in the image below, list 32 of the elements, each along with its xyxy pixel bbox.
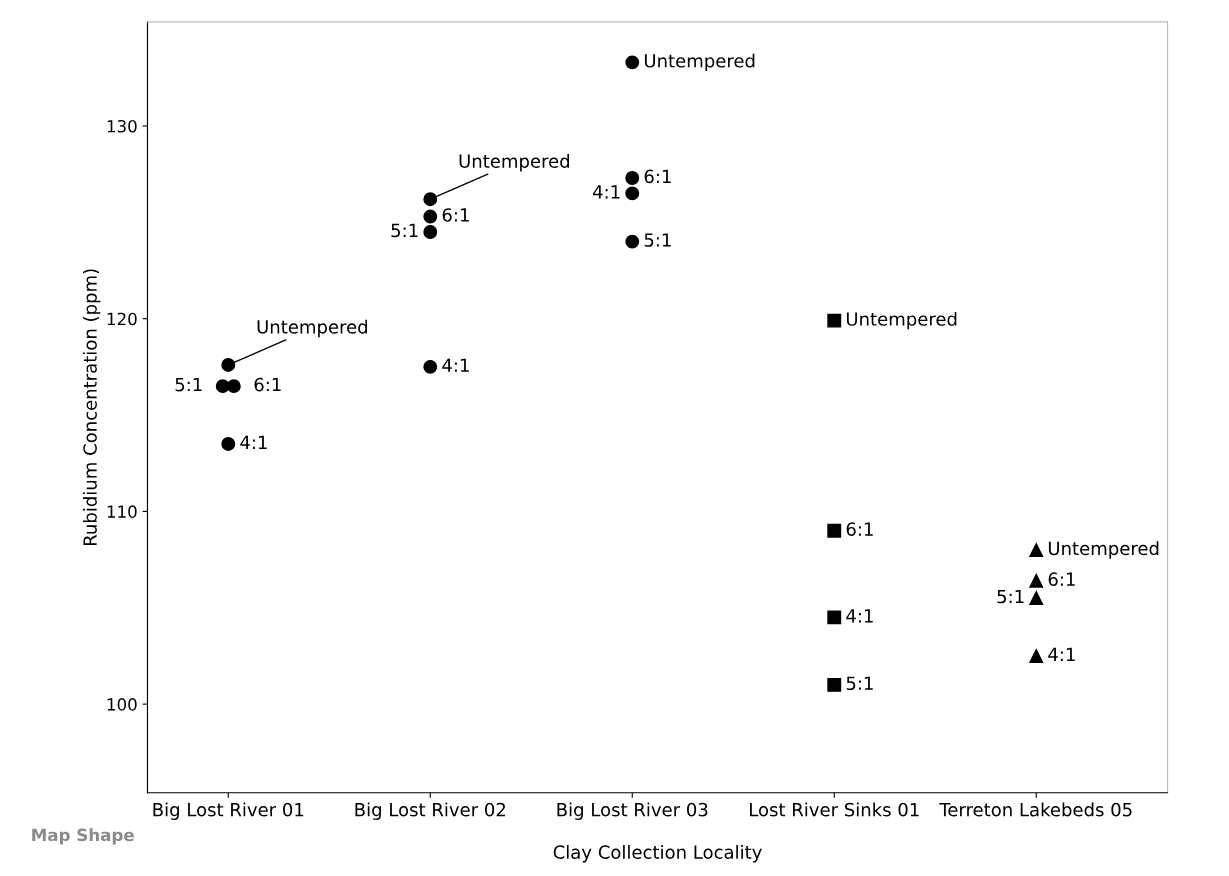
x-tick-label: Big Lost River 02 <box>355 802 506 820</box>
text: Map Shape <box>32 828 134 845</box>
annotation: 4:1 <box>846 609 873 623</box>
annotation: 5:1 <box>175 377 202 392</box>
x-tick-label: Big Lost River 03 <box>557 802 708 820</box>
annotation: 5:1 <box>997 589 1024 604</box>
y-tick-label: 130 <box>107 119 137 133</box>
annotation: 5:1 <box>391 223 418 238</box>
x-tick-label: Terreton Lakebeds 05 <box>939 802 1132 817</box>
annotation: Untempered <box>644 53 755 72</box>
annotation: Untempered <box>846 311 957 330</box>
annotation: 4:1 <box>442 358 469 372</box>
annotation: Untempered <box>257 319 368 338</box>
annotation: 5:1 <box>846 676 873 691</box>
annotation: Untempered <box>1048 541 1159 559</box>
y-tick-label: 120 <box>107 312 137 326</box>
x-tick-label: Big Lost River 01 <box>153 802 304 820</box>
annotation: 4:1 <box>592 185 620 199</box>
annotation: 6:1 <box>1048 572 1075 587</box>
annotation: 4:1 <box>1048 647 1075 661</box>
x-tick-label: Lost River Sinks 01 <box>750 802 919 817</box>
annotation: 6:1 <box>644 169 671 184</box>
annotation: 6:1 <box>846 522 873 536</box>
annotation: 6:1 <box>442 208 469 222</box>
annotation: 5:1 <box>644 233 671 247</box>
y-tick-label: 100 <box>107 698 137 711</box>
annotation: 6:1 <box>254 377 281 392</box>
annotation: Untempered <box>459 153 569 172</box>
y-tick-label: 110 <box>107 505 137 518</box>
y-axis-title: Rubidium Concentration (ppm) <box>82 269 101 546</box>
annotation: 4:1 <box>240 435 267 449</box>
x-axis-title: Clay Collection Locality <box>553 844 762 863</box>
